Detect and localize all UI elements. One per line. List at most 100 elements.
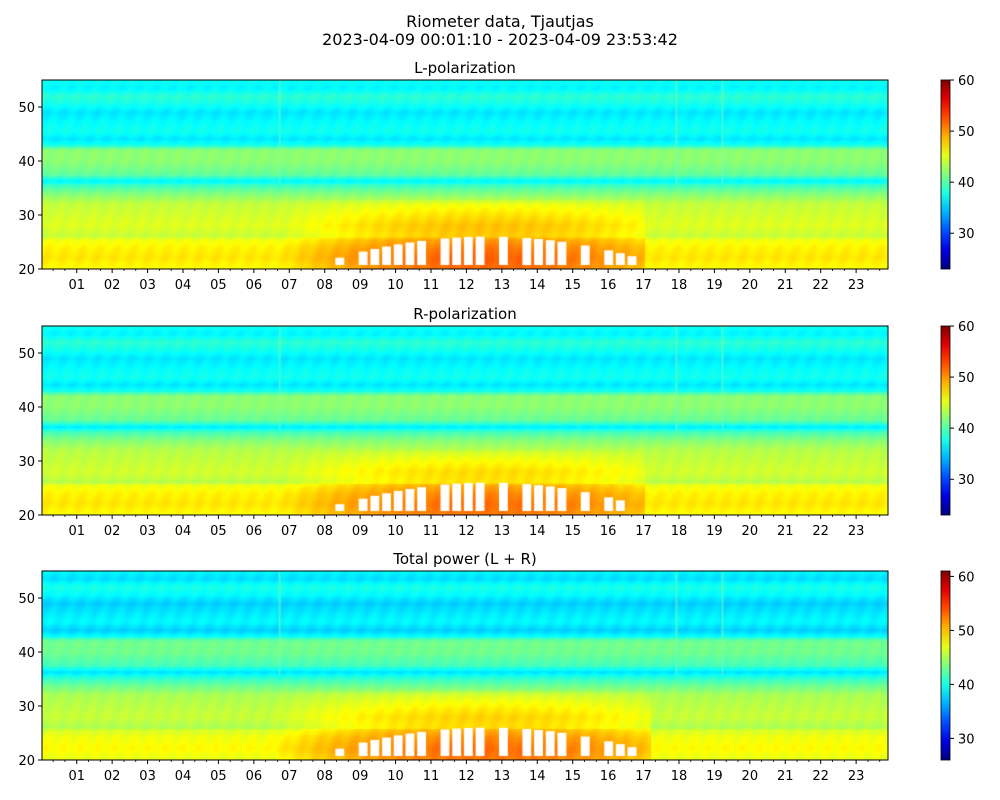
y-tick-label: 20 bbox=[18, 263, 35, 278]
colorbar-tick-label: 40 bbox=[958, 422, 975, 437]
x-tick-label: 06 bbox=[246, 769, 263, 784]
colorbar: 30 40 50 60 bbox=[940, 320, 975, 516]
x-tick-label: 05 bbox=[210, 278, 227, 293]
x-tick-label: 17 bbox=[635, 524, 652, 539]
x-tick-label: 20 bbox=[742, 769, 759, 784]
panel-1: R-polarization 20 30 40 50 01 02 03 04 05 06 07 08 09… bbox=[18, 305, 974, 539]
x-tick-label: 17 bbox=[635, 769, 652, 784]
x-tick-label: 04 bbox=[175, 524, 192, 539]
x-tick-label: 17 bbox=[635, 278, 652, 293]
x-tick-label: 02 bbox=[104, 278, 121, 293]
heatmap-image bbox=[42, 571, 888, 760]
x-tick-label: 06 bbox=[246, 278, 263, 293]
x-tick-label: 19 bbox=[706, 524, 723, 539]
colorbar-frame bbox=[940, 570, 951, 761]
colorbar-tick-label: 30 bbox=[958, 227, 975, 242]
colorbar: 30 40 50 60 bbox=[940, 74, 975, 270]
heatmap-image bbox=[42, 80, 888, 269]
x-tick-label: 08 bbox=[316, 278, 333, 293]
x-tick-label: 22 bbox=[812, 524, 829, 539]
x-tick-label: 19 bbox=[706, 769, 723, 784]
x-tick-label: 04 bbox=[175, 278, 192, 293]
y-tick-label: 20 bbox=[18, 754, 35, 769]
y-tick-label: 50 bbox=[18, 101, 35, 116]
colorbar-tick-label: 40 bbox=[958, 176, 975, 191]
x-tick-label: 03 bbox=[139, 278, 156, 293]
x-tick-label: 16 bbox=[600, 278, 617, 293]
x-tick-label: 03 bbox=[139, 769, 156, 784]
colorbar-tick-label: 60 bbox=[958, 74, 975, 89]
x-tick-label: 09 bbox=[352, 278, 369, 293]
x-tick-label: 21 bbox=[777, 524, 794, 539]
x-tick-label: 14 bbox=[529, 769, 546, 784]
x-tick-label: 03 bbox=[139, 524, 156, 539]
x-tick-label: 11 bbox=[423, 524, 440, 539]
x-tick-label: 08 bbox=[316, 524, 333, 539]
x-tick-label: 15 bbox=[564, 769, 581, 784]
x-tick-label: 10 bbox=[387, 278, 404, 293]
x-tick-label: 01 bbox=[68, 278, 85, 293]
x-tick-label: 06 bbox=[246, 524, 263, 539]
figure-title-line1: Riometer data, Tjautjas bbox=[406, 12, 594, 31]
x-tick-label: 23 bbox=[848, 524, 865, 539]
colorbar-frame bbox=[940, 79, 951, 270]
x-tick-label: 04 bbox=[175, 769, 192, 784]
colorbar-tick-label: 60 bbox=[958, 570, 975, 585]
colorbar-gradient bbox=[941, 80, 950, 269]
x-tick-label: 10 bbox=[387, 524, 404, 539]
x-tick-label: 07 bbox=[281, 769, 298, 784]
x-tick-label: 12 bbox=[458, 524, 475, 539]
panel-title: R-polarization bbox=[413, 305, 516, 323]
x-tick-label: 02 bbox=[104, 769, 121, 784]
x-tick-label: 07 bbox=[281, 278, 298, 293]
x-tick-label: 07 bbox=[281, 524, 298, 539]
panel-2: Total power (L + R) 20 30 40 50 01 02 03 04 05 06 0… bbox=[18, 550, 974, 784]
panel-0: L-polarization 20 30 40 50 01 02 03 04 05 06 07 08 09… bbox=[18, 59, 974, 293]
colorbar-gradient bbox=[941, 326, 950, 515]
y-tick-label: 40 bbox=[18, 646, 35, 661]
x-tick-label: 20 bbox=[742, 524, 759, 539]
x-tick-label: 14 bbox=[529, 278, 546, 293]
x-tick-label: 15 bbox=[564, 524, 581, 539]
x-tick-label: 09 bbox=[352, 524, 369, 539]
x-tick-label: 13 bbox=[494, 524, 511, 539]
x-tick-label: 23 bbox=[848, 278, 865, 293]
colorbar-tick-label: 30 bbox=[958, 473, 975, 488]
x-tick-label: 18 bbox=[671, 769, 688, 784]
x-tick-label: 16 bbox=[600, 524, 617, 539]
x-tick-label: 16 bbox=[600, 769, 617, 784]
x-tick-label: 22 bbox=[812, 278, 829, 293]
colorbar-tick-label: 30 bbox=[958, 732, 975, 747]
y-tick-label: 30 bbox=[18, 700, 35, 715]
y-tick-label: 20 bbox=[18, 509, 35, 524]
colorbar-tick-label: 40 bbox=[958, 678, 975, 693]
axes-frame bbox=[41, 325, 889, 516]
x-tick-label: 11 bbox=[423, 769, 440, 784]
x-tick-label: 20 bbox=[742, 278, 759, 293]
colorbar-frame bbox=[940, 325, 951, 516]
panel-title: Total power (L + R) bbox=[392, 550, 537, 568]
y-tick-label: 30 bbox=[18, 455, 35, 470]
colorbar-gradient bbox=[941, 571, 950, 760]
y-tick-label: 40 bbox=[18, 155, 35, 170]
x-tick-label: 18 bbox=[671, 524, 688, 539]
x-tick-label: 05 bbox=[210, 524, 227, 539]
x-tick-label: 21 bbox=[777, 278, 794, 293]
heatmap-image bbox=[42, 326, 888, 515]
y-tick-label: 40 bbox=[18, 401, 35, 416]
x-tick-label: 19 bbox=[706, 278, 723, 293]
x-tick-label: 05 bbox=[210, 769, 227, 784]
colorbar-tick-label: 60 bbox=[958, 320, 975, 335]
x-tick-label: 11 bbox=[423, 278, 440, 293]
x-tick-label: 01 bbox=[68, 769, 85, 784]
axes-frame bbox=[41, 79, 889, 270]
x-tick-label: 21 bbox=[777, 769, 794, 784]
y-tick-label: 30 bbox=[18, 209, 35, 224]
axes-frame bbox=[41, 570, 889, 761]
y-tick-label: 50 bbox=[18, 347, 35, 362]
x-tick-label: 15 bbox=[564, 278, 581, 293]
x-tick-label: 18 bbox=[671, 278, 688, 293]
x-tick-label: 12 bbox=[458, 769, 475, 784]
colorbar-tick-label: 50 bbox=[958, 371, 975, 386]
